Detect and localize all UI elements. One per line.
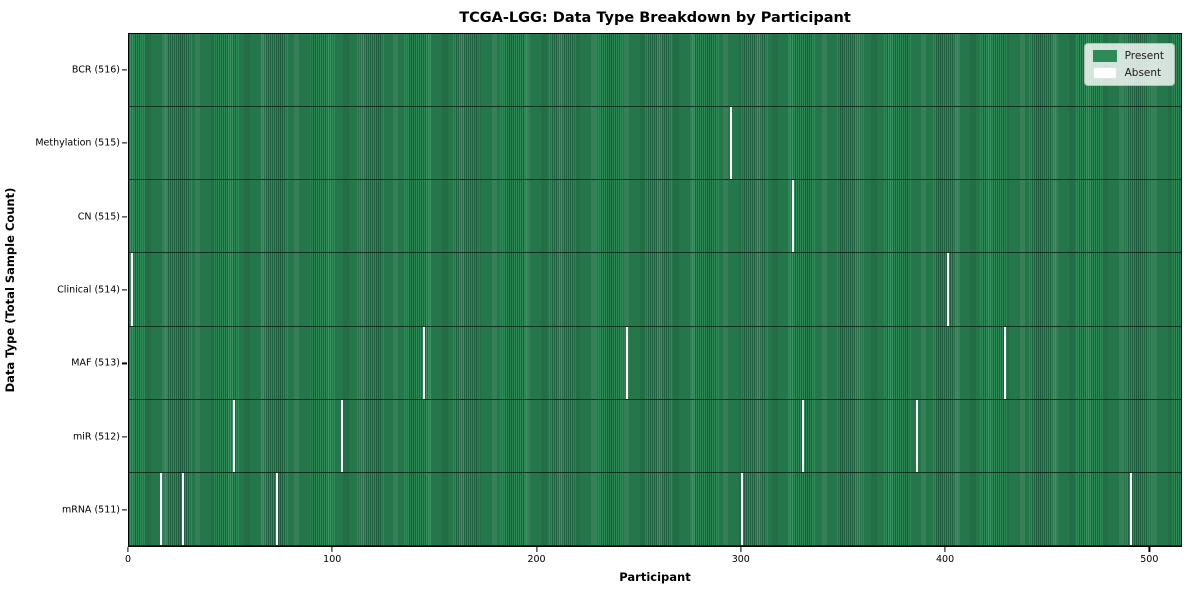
x-tick-mark-100	[331, 547, 333, 552]
y-tick-mark-BCR	[122, 69, 127, 71]
x-tick-mark-0	[127, 547, 129, 552]
absent-line-MAF-429	[1003, 326, 1006, 399]
x-tick-label-300: 300	[731, 554, 750, 565]
row-CN	[129, 180, 1181, 254]
y-tick-mark-mRNA	[122, 509, 127, 511]
legend-item-absent: Absent	[1092, 66, 1164, 79]
absent-line-miR-51	[232, 399, 235, 472]
row-miR	[129, 399, 1181, 473]
y-tick-label-Methylation: Methylation (515)	[35, 137, 120, 149]
x-tick-label-100: 100	[323, 554, 342, 565]
absent-line-miR-104	[341, 399, 344, 472]
y-tick-mark-miR	[122, 436, 127, 438]
absent-line-CN-325	[791, 180, 794, 253]
legend-item-present: Present	[1092, 49, 1164, 62]
legend-absent-label: Absent	[1124, 66, 1162, 79]
y-tick-mark-Methylation	[122, 142, 127, 144]
y-tick-mark-MAF	[122, 362, 127, 365]
x-tick-label-0: 0	[124, 554, 132, 565]
absent-line-mRNA-300	[740, 472, 743, 545]
legend-absent-swatch-icon	[1092, 67, 1117, 79]
y-tick-mark-Clinical	[122, 289, 127, 291]
x-axis-label: Participant	[619, 570, 691, 584]
y-tick-label-MAF: MAF (513)	[71, 357, 120, 369]
absent-line-mRNA-26	[182, 472, 184, 545]
absent-line-MAF-244	[626, 326, 629, 399]
absent-line-mRNA-491	[1130, 472, 1133, 545]
y-tick-label-mRNA: mRNA (511)	[61, 504, 120, 516]
row-mRNA	[129, 472, 1181, 546]
x-tick-mark-200	[535, 547, 538, 552]
chart-title: TCGA-LGG: Data Type Breakdown by Partici…	[459, 10, 851, 26]
absent-line-Methylation-295	[730, 107, 733, 180]
plot-area: Present Absent	[128, 33, 1182, 547]
x-tick-label-500: 500	[1140, 554, 1159, 565]
absent-line-miR-386	[915, 399, 918, 472]
row-Clinical	[129, 253, 1181, 327]
x-tick-mark-300	[740, 547, 742, 552]
legend-present-swatch-icon	[1092, 50, 1117, 62]
absent-line-Clinical-401	[946, 253, 949, 326]
y-tick-mark-CN	[122, 215, 127, 218]
x-tick-mark-500	[1148, 547, 1150, 552]
absent-line-miR-330	[801, 399, 804, 472]
y-tick-label-BCR: BCR (516)	[71, 64, 120, 76]
row-MAF	[129, 326, 1181, 400]
absent-line-mRNA-72	[275, 472, 278, 545]
absent-line-mRNA-15	[159, 472, 162, 545]
x-tick-label-400: 400	[935, 554, 955, 565]
y-tick-label-miR: miR (512)	[72, 431, 120, 443]
legend: Present Absent	[1083, 43, 1175, 86]
row-BCR	[129, 34, 1181, 108]
absent-line-MAF-144	[422, 326, 425, 399]
absent-line-Clinical-1	[131, 253, 134, 326]
row-Methylation	[129, 107, 1181, 181]
x-tick-mark-400	[944, 547, 946, 552]
x-tick-label-200: 200	[527, 554, 546, 565]
legend-present-label: Present	[1124, 49, 1164, 62]
y-tick-label-Clinical: Clinical (514)	[57, 284, 120, 296]
y-tick-label-CN: CN (515)	[77, 211, 120, 223]
